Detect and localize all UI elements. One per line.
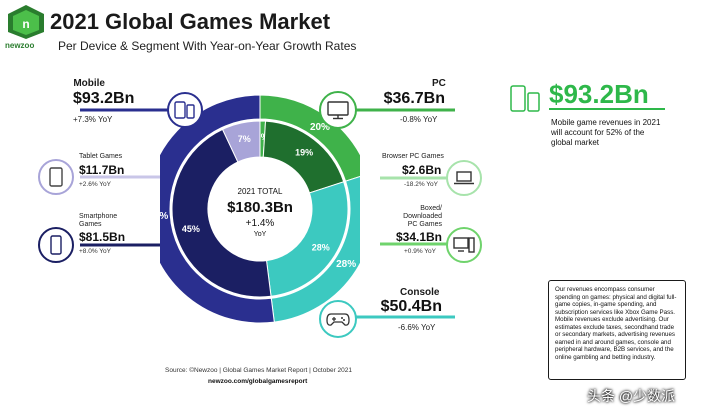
svg-text:n: n <box>22 17 29 31</box>
inner-slice-smartphone <box>171 128 272 298</box>
pc-revenue: $36.7Bn <box>383 90 445 107</box>
laptop-icon <box>446 160 482 196</box>
methodology-note: Our revenues encompass consumer spending… <box>548 280 686 380</box>
inner-label-tablet: 7% <box>238 134 251 144</box>
console-yoy: -6.6% YoY <box>398 323 436 332</box>
inner-label-smartphone: 45% <box>182 224 200 234</box>
tablet-revenue: $11.7Bn <box>79 163 125 177</box>
inner-label-console: 28% <box>312 243 330 253</box>
watermark: 头条 @少数派 <box>587 388 676 404</box>
boxed-pc-label-2: Downloaded <box>403 213 442 220</box>
highlight-text: Mobile game revenues in 2021 will accoun… <box>551 118 661 147</box>
inner-label-boxed-pc: 19% <box>295 147 313 157</box>
boxed-pc-label-3: PC Games <box>407 221 442 228</box>
mobile-yoy: +7.3% YoY <box>73 115 113 124</box>
browser-pc-revenue: $2.6Bn <box>402 163 442 177</box>
smartphone-icon <box>38 227 74 263</box>
smartphone-label-1: Smartphone <box>79 213 118 220</box>
donut-center <box>210 159 310 259</box>
inner-label-browser-pc: 1% <box>256 132 269 142</box>
newzoo-logo: n <box>8 5 44 39</box>
center-total-label: 2021 TOTAL <box>238 187 283 196</box>
logo-wordmark: newzoo <box>5 41 35 50</box>
highlight-devices-icon <box>510 85 540 112</box>
outer-slice-pc <box>259 94 360 182</box>
inner-slice-tablet <box>221 120 261 163</box>
gamepad-icon <box>319 300 357 338</box>
outer-label-mobile: 52% <box>160 211 168 222</box>
smartphone-revenue: $81.5Bn <box>79 230 126 244</box>
donut-chart: 20% 28% 52% 1% 19% 28% 45% 7% 2021 TOTAL $180.3Bn… <box>160 94 360 324</box>
mobile-devices-icon <box>167 92 203 128</box>
mobile-revenue: $93.2Bn <box>73 90 135 107</box>
boxed-pc-label-1: Boxed/ <box>420 205 442 212</box>
tablet-label: Tablet Games <box>79 153 123 160</box>
center-growth-label: YoY <box>254 231 267 238</box>
outer-label-pc: 20% <box>310 122 330 133</box>
smartphone-label-2: Games <box>79 221 102 228</box>
console-revenue: $50.4Bn <box>380 298 442 315</box>
monitor-icon <box>319 91 357 129</box>
pc-label: PC <box>432 78 446 89</box>
boxed-pc-yoy: +0.9% YoY <box>404 248 436 255</box>
outer-label-console: 28% <box>336 259 356 270</box>
highlight-value: $93.2Bn <box>549 79 649 109</box>
page-title: 2021 Global Games Market <box>50 9 331 34</box>
browser-pc-yoy: -18.2% YoY <box>404 181 438 188</box>
source-url[interactable]: newzoo.com/globalgamesreport <box>208 378 308 385</box>
tablet-icon <box>38 159 74 195</box>
center-total-value: $180.3Bn <box>227 199 293 216</box>
tablet-yoy: +2.6% YoY <box>79 181 111 188</box>
console-label: Console <box>400 287 440 298</box>
smartphone-yoy: +8.0% YoY <box>79 248 111 255</box>
pc-yoy: -0.8% YoY <box>400 115 438 124</box>
source-text: Source: ©Newzoo | Global Games Market Re… <box>165 367 352 374</box>
browser-pc-label: Browser PC Games <box>382 153 444 160</box>
page-subtitle: Per Device & Segment With Year-on-Year G… <box>58 39 357 53</box>
outer-slice-mobile <box>160 94 275 324</box>
center-growth: +1.4% <box>246 218 275 229</box>
mobile-label: Mobile <box>73 78 105 89</box>
boxed-pc-revenue: $34.1Bn <box>395 230 442 244</box>
pc-box-icon <box>446 227 482 263</box>
